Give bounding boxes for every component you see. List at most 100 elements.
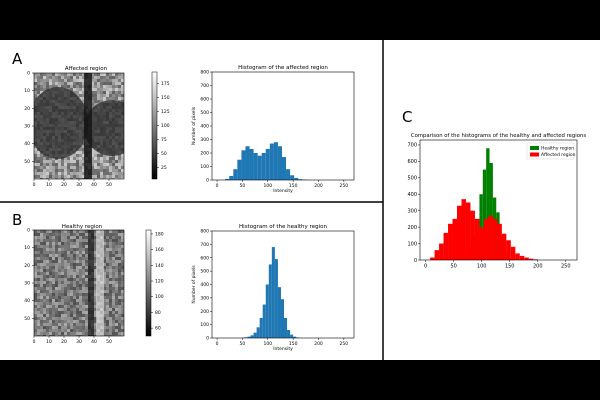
image-pixel [106, 272, 109, 275]
image-pixel [52, 299, 55, 302]
image-pixel [61, 230, 64, 233]
image-pixel [109, 317, 112, 320]
image-pixel [115, 230, 118, 233]
image-pixel [73, 332, 76, 335]
image-pixel [79, 269, 82, 272]
histogram-bar [273, 142, 278, 180]
image-pixel [79, 169, 82, 172]
image-pixel [34, 172, 37, 175]
image-pixel [73, 284, 76, 287]
image-pixel [40, 172, 43, 175]
image-pixel [121, 290, 124, 293]
image-pixel [49, 163, 52, 166]
image-pixel [97, 94, 100, 97]
image-pixel [76, 329, 79, 332]
image-pixel [79, 263, 82, 266]
image-pixel [52, 79, 55, 82]
image-pixel [106, 257, 109, 260]
image-pixel [103, 290, 106, 293]
image-pixel [112, 157, 115, 160]
image-pixel [67, 323, 70, 326]
image-pixel [118, 157, 121, 160]
image-y-tick-label: 50 [24, 159, 30, 165]
image-pixel [82, 293, 85, 296]
image-pixel [52, 230, 55, 233]
image-pixel [46, 257, 49, 260]
image-pixel [52, 320, 55, 323]
image-pixel [94, 88, 97, 91]
image-pixel [64, 242, 67, 245]
image-pixel [64, 332, 67, 335]
image-pixel [37, 230, 40, 233]
image-pixel [64, 278, 67, 281]
image-pixel [37, 320, 40, 323]
histogram-bar [229, 175, 234, 180]
image-pixel [73, 281, 76, 284]
image-pixel [49, 263, 52, 266]
image-pixel [40, 239, 43, 242]
image-pixel [52, 251, 55, 254]
image-pixel [55, 254, 58, 257]
histogram-bar [533, 259, 538, 260]
image-pixel [115, 157, 118, 160]
image-pixel [43, 329, 46, 332]
image-pixel [52, 335, 55, 336]
image-pixel [34, 290, 37, 293]
image-pixel [40, 320, 43, 323]
image-pixel [64, 248, 67, 251]
image-pixel [46, 251, 49, 254]
x-tick-label: 200 [533, 264, 543, 270]
image-pixel [37, 251, 40, 254]
image-pixel [82, 169, 85, 172]
image-pixel [52, 248, 55, 251]
image-pixel [70, 245, 73, 248]
image-pixel [109, 293, 112, 296]
histogram-bar [284, 317, 288, 338]
image-pixel [100, 157, 103, 160]
image-pixel [52, 269, 55, 272]
histogram-bar [245, 146, 250, 180]
image-pixel [61, 308, 64, 311]
image-pixel [121, 323, 124, 326]
legend-swatch [530, 152, 539, 157]
image-pixel [100, 154, 103, 157]
image-pixel [103, 272, 106, 275]
image-pixel [46, 269, 49, 272]
image-pixel [103, 157, 106, 160]
image-pixel [94, 94, 97, 97]
y-tick-label: 500 [200, 269, 209, 275]
image-pixel [76, 326, 79, 329]
colorbar-tick-label: 175 [161, 81, 170, 87]
image-pixel [40, 79, 43, 82]
image-pixel [103, 257, 106, 260]
x-tick-label: 200 [314, 183, 323, 189]
image-pixel [64, 275, 67, 278]
y-tick-label: 800 [200, 70, 209, 76]
image-pixel [112, 233, 115, 236]
image-pixel [97, 169, 100, 172]
image-pixel [76, 332, 79, 335]
colorbar-tick-label: 25 [161, 165, 167, 171]
image-pixel [94, 257, 97, 260]
image-pixel [64, 175, 67, 178]
image-pixel [109, 257, 112, 260]
image-pixel [43, 242, 46, 245]
image-pixel [109, 242, 112, 245]
image-pixel [67, 233, 70, 236]
image-pixel [55, 242, 58, 245]
image-pixel [106, 79, 109, 82]
image-pixel [46, 287, 49, 290]
image-pixel [37, 335, 40, 336]
image-pixel [55, 308, 58, 311]
image-pixel [64, 236, 67, 239]
image-pixel [97, 160, 100, 163]
image-pixel [49, 332, 52, 335]
image-pixel [112, 97, 115, 100]
image-pixel [76, 242, 79, 245]
image-pixel [34, 157, 37, 160]
image-pixel [118, 308, 121, 311]
image-pixel [49, 242, 52, 245]
image-pixel [55, 290, 58, 293]
image-pixel [76, 82, 79, 85]
image-pixel [85, 281, 88, 284]
